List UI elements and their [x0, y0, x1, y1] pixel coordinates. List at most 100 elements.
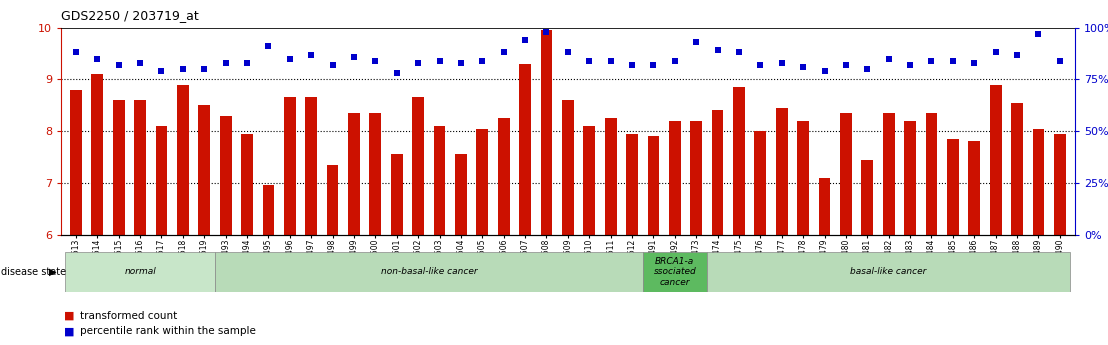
Bar [733, 87, 745, 235]
Bar [925, 113, 937, 235]
Bar [669, 121, 680, 235]
Point [473, 58, 491, 63]
Text: transformed count: transformed count [80, 311, 177, 321]
Text: non-basal-like cancer: non-basal-like cancer [380, 267, 478, 276]
Point [730, 50, 748, 55]
Point [1008, 52, 1026, 57]
Bar [947, 139, 958, 235]
Point [516, 37, 534, 43]
Bar [412, 97, 424, 235]
Point [773, 60, 791, 66]
Bar [113, 100, 124, 235]
Point [623, 62, 640, 68]
Bar [626, 134, 638, 235]
Point [452, 60, 470, 66]
Point [431, 58, 449, 63]
Bar [583, 126, 595, 235]
Point [174, 66, 192, 72]
Point [880, 56, 897, 61]
Bar [541, 30, 553, 235]
Text: BRCA1-a
ssociated
cancer: BRCA1-a ssociated cancer [654, 257, 696, 287]
Point [195, 66, 213, 72]
Bar [306, 97, 317, 235]
Bar [284, 97, 296, 235]
Point [409, 60, 427, 66]
Bar [711, 110, 724, 235]
Point [324, 62, 341, 68]
Point [901, 62, 919, 68]
Bar [776, 108, 788, 235]
Bar [643, 252, 707, 292]
Bar [968, 141, 981, 235]
Point [581, 58, 598, 63]
Point [302, 52, 320, 57]
Bar [455, 155, 466, 235]
Point [68, 50, 85, 55]
Bar [819, 178, 830, 235]
Point [859, 66, 876, 72]
Bar [70, 90, 82, 235]
Bar [134, 100, 146, 235]
Bar [198, 105, 211, 235]
Bar [497, 118, 510, 235]
Bar [65, 252, 215, 292]
Bar [647, 136, 659, 235]
Point [153, 68, 171, 74]
Point [131, 60, 148, 66]
Bar [840, 113, 852, 235]
Bar [348, 113, 360, 235]
Point [837, 62, 854, 68]
Point [388, 70, 406, 76]
Point [345, 54, 362, 59]
Bar [904, 121, 916, 235]
Bar [883, 113, 894, 235]
Point [217, 60, 235, 66]
Point [923, 58, 941, 63]
Bar [391, 155, 402, 235]
Bar [92, 74, 103, 235]
Bar [690, 121, 702, 235]
Bar [155, 126, 167, 235]
Bar [433, 126, 445, 235]
Text: ▶: ▶ [50, 267, 57, 277]
Text: normal: normal [124, 267, 156, 276]
Text: ■: ■ [64, 311, 74, 321]
Bar [219, 116, 232, 235]
Bar [1012, 103, 1023, 235]
Point [687, 39, 705, 45]
Bar [476, 128, 489, 235]
Bar [177, 85, 188, 235]
Text: disease state: disease state [1, 267, 66, 277]
Point [602, 58, 619, 63]
Bar [1033, 128, 1044, 235]
Point [558, 50, 576, 55]
Point [238, 60, 256, 66]
Text: basal-like cancer: basal-like cancer [851, 267, 927, 276]
Bar [989, 85, 1002, 235]
Point [89, 56, 106, 61]
Point [1029, 31, 1047, 37]
Point [537, 29, 555, 34]
Point [709, 48, 727, 53]
Point [965, 60, 983, 66]
Point [1050, 58, 1068, 63]
Bar [520, 64, 531, 235]
Bar [327, 165, 338, 235]
Bar [242, 134, 253, 235]
Text: percentile rank within the sample: percentile rank within the sample [80, 326, 256, 336]
Bar [562, 100, 574, 235]
Point [944, 58, 962, 63]
Point [645, 62, 663, 68]
Point [751, 62, 769, 68]
Point [367, 58, 384, 63]
Bar [1054, 134, 1066, 235]
Point [987, 50, 1005, 55]
Point [259, 43, 277, 49]
Bar [755, 131, 767, 235]
Point [110, 62, 127, 68]
Bar [263, 186, 275, 235]
Bar [861, 159, 873, 235]
Point [794, 64, 812, 70]
Bar [215, 252, 643, 292]
Text: GDS2250 / 203719_at: GDS2250 / 203719_at [61, 9, 198, 22]
